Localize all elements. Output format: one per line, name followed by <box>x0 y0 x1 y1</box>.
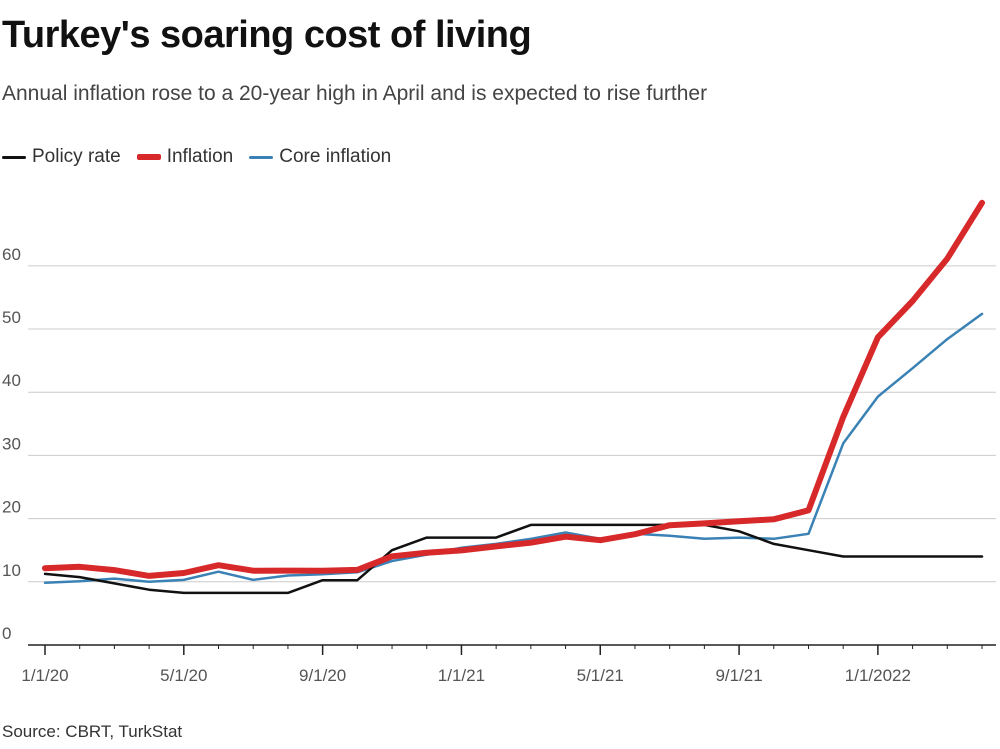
legend-item-policy-rate: Policy rate <box>2 146 121 168</box>
legend-item-inflation: Inflation <box>136 146 234 168</box>
legend: Policy rate Inflation Core inflation <box>2 145 407 169</box>
x-tick-label: 1/1/2022 <box>845 666 911 685</box>
y-tick-label: 20 <box>2 498 21 517</box>
legend-item-core-inflation: Core inflation <box>249 146 391 168</box>
series-line-inflation <box>42 199 985 579</box>
y-tick-label: 30 <box>2 434 21 453</box>
axis-layer: 0 10 20 30 40 50 60 1/1/20 5/1/20 9/1/20 1/1/21 5/1… <box>2 245 996 685</box>
y-tick-label: 0 <box>2 624 11 643</box>
series-line-policy-rate <box>43 523 984 595</box>
legend-label-policy-rate: Policy rate <box>32 146 121 167</box>
y-tick-label: 40 <box>2 371 21 390</box>
x-tick-label: 5/1/21 <box>577 666 624 685</box>
y-tick-label: 10 <box>2 561 21 580</box>
x-tick-label: 1/1/21 <box>438 666 485 685</box>
chart-subtitle: Annual inflation rose to a 20-year high … <box>2 82 708 105</box>
legend-label-inflation: Inflation <box>166 146 234 167</box>
series-layer <box>42 199 985 595</box>
grid-layer <box>28 265 996 583</box>
chart-title: Turkey's soaring cost of living <box>2 14 532 56</box>
legend-swatch-core-inflation <box>249 155 274 159</box>
y-tick-label: 50 <box>2 308 21 327</box>
legend-label-core-inflation: Core inflation <box>279 146 392 167</box>
x-tick-label: 5/1/20 <box>160 666 207 685</box>
series-line-core-inflation <box>43 312 984 584</box>
x-tick-label: 9/1/20 <box>299 666 346 685</box>
y-tick-label: 60 <box>2 245 21 264</box>
source-note: Source: CBRT, TurkStat <box>2 722 183 741</box>
legend-swatch-inflation <box>136 154 161 160</box>
x-tick-label: 1/1/20 <box>21 666 68 685</box>
legend-swatch-policy-rate <box>2 155 26 159</box>
x-tick-label: 9/1/21 <box>715 666 762 685</box>
